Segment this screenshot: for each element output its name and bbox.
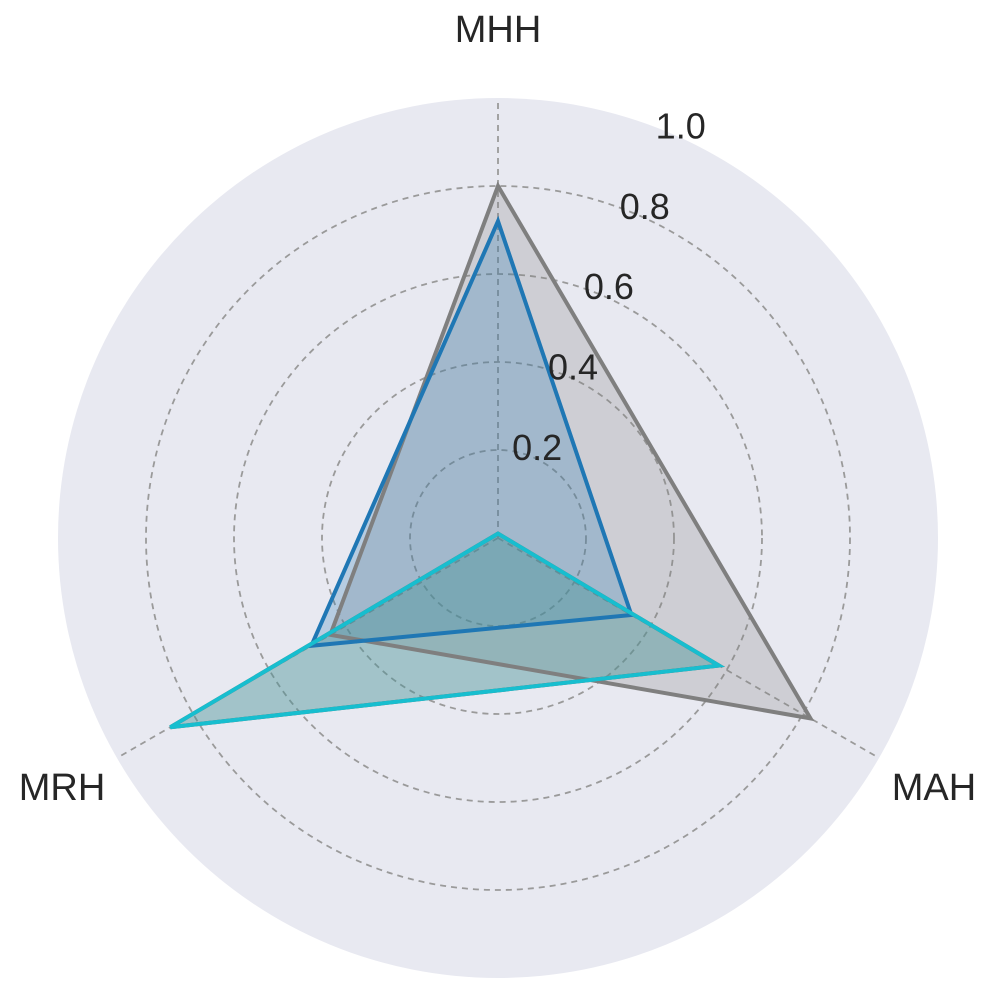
r-tick-label: 0.4 (548, 347, 598, 388)
series-layer (169, 181, 815, 730)
series-line-2 (308, 215, 635, 649)
axis-label-mhh: MHH (455, 9, 542, 51)
axis-label-mah: MAH (892, 767, 976, 809)
r-tick-label: 0.6 (584, 266, 634, 307)
grid-ring (145, 185, 851, 891)
r-tick-label: 1.0 (656, 105, 706, 146)
grid-ring (409, 449, 587, 627)
axis-label-mrh: MRH (19, 767, 106, 809)
series-area-2 (311, 221, 632, 646)
labels: 0.2 0.4 0.6 0.8 1.0 MHH MAH MRH (19, 9, 977, 809)
r-tick-label: 0.2 (512, 427, 562, 468)
series-line-4 (169, 531, 726, 730)
r-tick-label: 0.8 (620, 186, 670, 227)
